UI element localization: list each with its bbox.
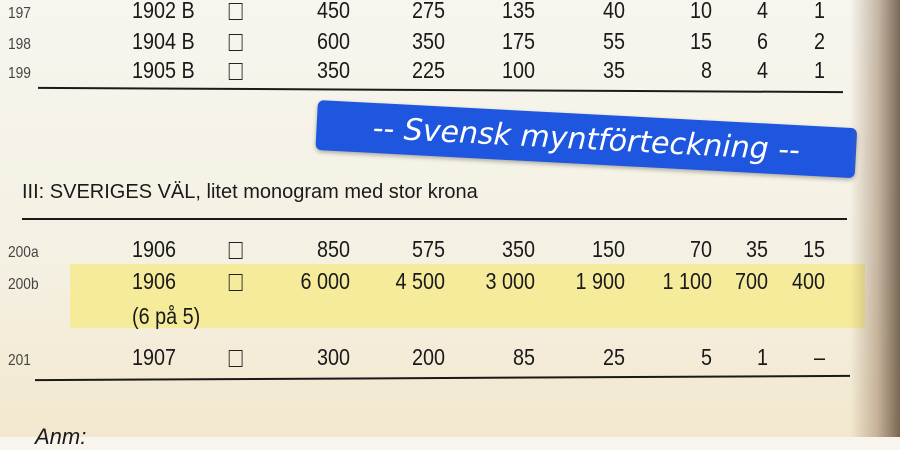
grade-value: 700: [735, 268, 769, 294]
grade-value: 6 000: [300, 268, 351, 294]
grade-value: 350: [501, 236, 536, 262]
divider: [35, 374, 850, 381]
grade-value: 85: [512, 344, 536, 370]
grade-value: 4: [757, 0, 769, 23]
grade-value: 350: [412, 28, 446, 54]
grade-value: 575: [412, 236, 446, 262]
variant-note: (6 på 5): [131, 303, 201, 329]
overlay-label: -- Svensk myntförteckning --: [315, 100, 858, 179]
grade-value: 1: [813, 57, 825, 83]
grade-value: –: [813, 344, 825, 370]
grade-value: 175: [501, 28, 536, 54]
grade-value: 400: [791, 268, 825, 294]
checkbox[interactable]: [228, 350, 243, 367]
grade-value: 850: [317, 236, 351, 262]
grade-value: 1: [813, 0, 825, 23]
grade-value: 300: [317, 344, 351, 370]
year: 1906: [131, 268, 177, 294]
grade-value: 350: [317, 57, 351, 83]
grade-value: 25: [602, 344, 626, 370]
grade-value: 275: [412, 0, 446, 23]
year: 1907: [131, 344, 177, 370]
row-highlight: [70, 264, 865, 328]
grade-value: 200: [412, 344, 446, 370]
catalog-number: 197: [7, 5, 31, 22]
catalog-number: 201: [7, 352, 31, 369]
checkbox[interactable]: [228, 274, 243, 291]
grade-value: 15: [690, 28, 713, 54]
grade-value: 225: [412, 57, 446, 83]
grade-value: 6: [757, 28, 769, 54]
grade-value: 55: [602, 28, 626, 54]
grade-value: 600: [317, 28, 351, 54]
grade-value: 135: [501, 0, 536, 23]
grade-value: 15: [802, 236, 825, 262]
grade-value: 3 000: [485, 268, 536, 294]
grade-value: 4: [757, 57, 769, 83]
checkbox[interactable]: [228, 34, 243, 51]
catalog-number: 200b: [7, 276, 39, 293]
checkbox[interactable]: [228, 3, 243, 20]
grade-value: 5: [701, 344, 713, 370]
grade-value: 10: [690, 0, 713, 23]
catalog-number: 200a: [7, 244, 39, 261]
table-row: 198 1904 B 600 350 175 55 15 6 2: [0, 28, 825, 58]
table-row: 197 1902 B 450 275 135 40 10 4 1: [0, 0, 825, 27]
grade-value: 4 500: [395, 268, 446, 294]
year: 1904 B: [131, 28, 195, 54]
year: 1905 B: [131, 57, 195, 83]
footer-note: Anm:: [35, 424, 87, 449]
divider: [22, 218, 847, 220]
page-edge-shadow: [850, 0, 900, 437]
checkbox[interactable]: [228, 63, 243, 80]
grade-value: 450: [317, 0, 351, 23]
checkbox[interactable]: [228, 242, 243, 259]
table-row: 199 1905 B 350 225 100 35 8 4 1: [0, 57, 825, 87]
grade-value: 2: [813, 28, 825, 54]
grade-value: 100: [501, 57, 536, 83]
divider: [38, 86, 843, 93]
catalog-number: 198: [7, 36, 31, 53]
table-row: 200b 1906 6 000 4 500 3 000 1 900 1 100 700 400 (…: [0, 268, 825, 329]
grade-value: 70: [690, 236, 713, 262]
section-heading: III: SVERIGES VÄL, litet monogram med st…: [22, 181, 478, 203]
table-row: 200a 1906 850 575 350 150 70 35 15: [0, 236, 825, 266]
grade-value: 150: [592, 236, 626, 262]
grade-value: 1 100: [662, 268, 713, 294]
grade-value: 35: [745, 236, 769, 262]
grade-value: 8: [701, 57, 713, 83]
grade-value: 1 900: [575, 268, 626, 294]
grade-value: 1: [757, 344, 769, 370]
year: 1906: [131, 236, 177, 262]
grade-value: 40: [602, 0, 626, 23]
catalog-number: 199: [7, 65, 31, 82]
year: 1902 B: [131, 0, 195, 23]
grade-value: 35: [602, 57, 626, 83]
table-row: 201 1907 300 200 85 25 5 1 –: [0, 344, 825, 374]
